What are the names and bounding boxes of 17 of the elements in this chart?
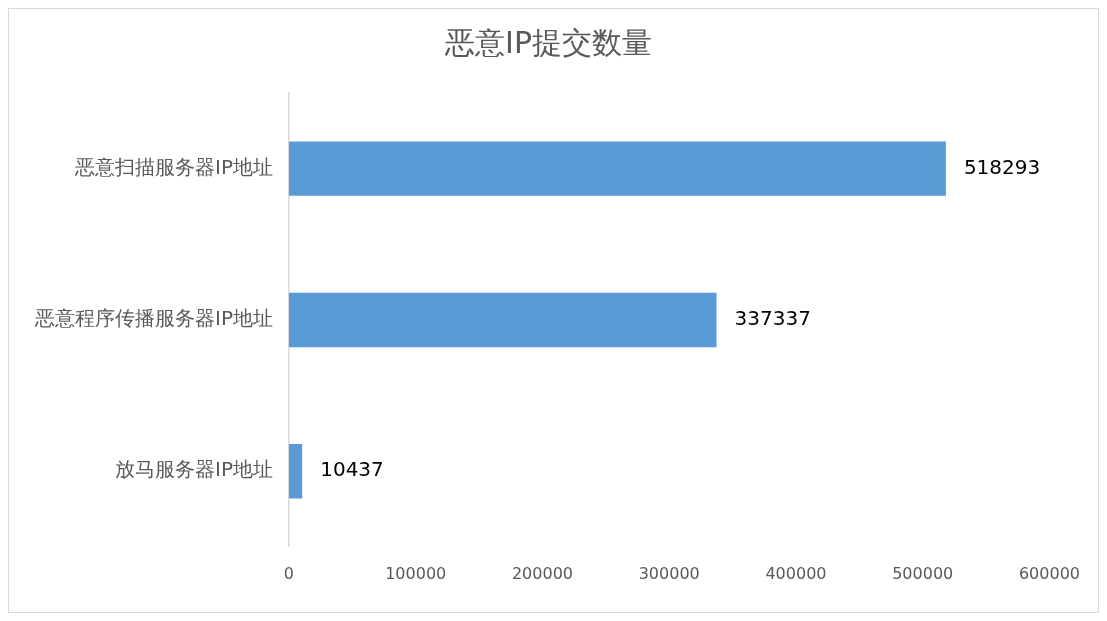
x-tick-label: 500000 xyxy=(892,563,954,583)
data-label: 518293 xyxy=(963,154,1041,179)
bar xyxy=(288,292,717,348)
bar xyxy=(288,443,303,499)
chart-title: 恶意IP提交数量 xyxy=(444,24,652,60)
x-tick-label: 0 xyxy=(283,563,295,583)
x-tick-label: 100000 xyxy=(385,563,447,583)
y-tick-label: 恶意程序传播服务器IP地址 xyxy=(33,306,273,331)
y-tick-label: 恶意扫描服务器IP地址 xyxy=(73,154,273,179)
x-tick-label: 600000 xyxy=(1018,563,1080,583)
y-tick-label: 放马服务器IP地址 xyxy=(114,457,273,482)
bar xyxy=(288,141,946,196)
data-label: 337337 xyxy=(734,306,811,331)
x-tick-label: 200000 xyxy=(511,563,573,583)
x-tick-label: 400000 xyxy=(765,563,827,583)
data-label: 10437 xyxy=(320,457,384,482)
x-tick-label: 300000 xyxy=(638,563,700,583)
